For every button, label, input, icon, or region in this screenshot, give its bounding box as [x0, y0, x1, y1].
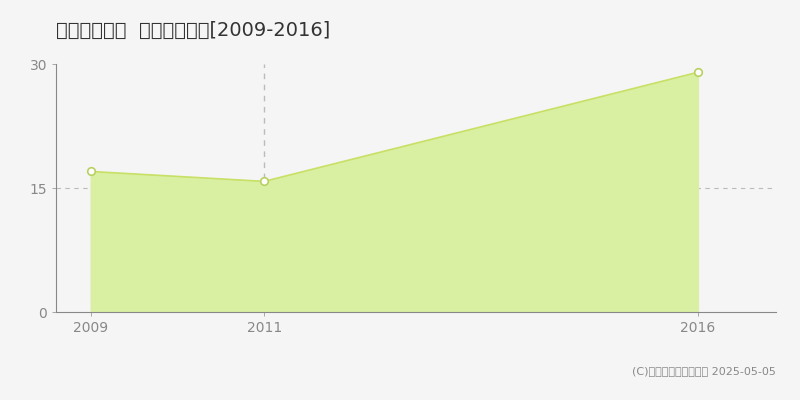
Point: [691, 69, 704, 76]
Text: 一宮市中島通  土地価格推移[2009-2016]: 一宮市中島通 土地価格推移[2009-2016]: [56, 21, 330, 40]
Text: (C)土地価格ドットコム 2025-05-05: (C)土地価格ドットコム 2025-05-05: [632, 366, 776, 376]
Point: [258, 178, 270, 184]
Point: [84, 168, 97, 175]
